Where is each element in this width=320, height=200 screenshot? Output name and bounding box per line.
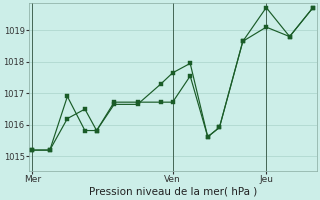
- X-axis label: Pression niveau de la mer( hPa ): Pression niveau de la mer( hPa ): [89, 187, 257, 197]
